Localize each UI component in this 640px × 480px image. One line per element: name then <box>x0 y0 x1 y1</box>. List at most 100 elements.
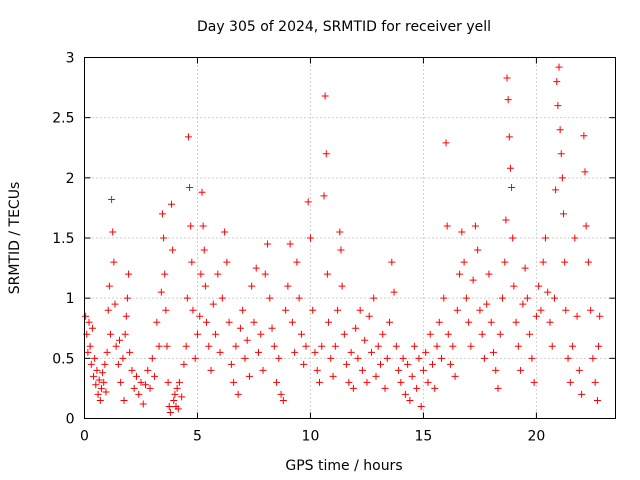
data-point <box>313 366 321 374</box>
data-point <box>291 348 299 356</box>
data-point <box>340 330 348 338</box>
data-point <box>467 342 475 350</box>
data-point <box>406 396 414 404</box>
y-tick-label: 1 <box>66 291 75 307</box>
data-point <box>596 312 604 320</box>
data-point <box>352 324 360 332</box>
data-point <box>248 282 256 290</box>
data-point <box>413 384 421 392</box>
data-point <box>162 306 170 314</box>
chart-title: Day 305 of 2024, SRMTID for receiver yel… <box>197 19 491 35</box>
x-tick-label: 0 <box>80 429 89 445</box>
data-point <box>465 318 473 326</box>
data-point <box>100 378 108 386</box>
data-point <box>555 63 563 71</box>
data-point <box>279 396 287 404</box>
data-point <box>254 348 262 356</box>
data-point <box>541 234 549 242</box>
data-point <box>552 186 560 194</box>
data-point <box>553 78 561 86</box>
data-point <box>122 312 130 320</box>
data-point <box>221 228 229 236</box>
grid <box>84 57 616 419</box>
data-point <box>175 378 183 386</box>
y-tick-label: 2 <box>66 171 75 187</box>
data-point <box>286 240 294 248</box>
data-point <box>548 342 556 350</box>
x-tick-label: 20 <box>528 429 546 445</box>
data-point <box>591 378 599 386</box>
data-point <box>397 378 405 386</box>
data-point <box>144 366 152 374</box>
data-point <box>120 396 128 404</box>
y-tick-label: 2.5 <box>52 111 74 127</box>
data-point <box>584 258 592 266</box>
data-point <box>356 306 364 314</box>
data-point <box>234 390 242 398</box>
data-point <box>374 342 382 350</box>
data-point <box>128 366 136 374</box>
data-point <box>415 354 423 362</box>
data-point <box>392 342 400 350</box>
data-point <box>331 342 339 350</box>
data-point <box>245 372 253 380</box>
data-point <box>343 360 351 368</box>
data-point <box>419 366 427 374</box>
data-point <box>506 164 514 172</box>
data-point <box>478 330 486 338</box>
data-point <box>106 330 114 338</box>
data-point <box>417 402 425 410</box>
data-point <box>236 324 244 332</box>
data-point <box>442 139 450 147</box>
data-point <box>349 384 357 392</box>
data-point <box>139 400 147 408</box>
data-point <box>322 150 330 158</box>
data-point <box>191 354 199 362</box>
data-point <box>462 294 470 302</box>
data-point <box>587 306 595 314</box>
data-point <box>383 354 391 362</box>
data-point <box>201 282 209 290</box>
data-point <box>270 342 278 350</box>
data-point <box>268 324 276 332</box>
data-point <box>209 300 217 308</box>
data-point <box>433 342 441 350</box>
data-point <box>293 258 301 266</box>
data-point <box>193 330 201 338</box>
data-point <box>422 348 430 356</box>
data-point <box>170 396 178 404</box>
data-point <box>532 312 540 320</box>
data-point <box>205 342 213 350</box>
data-point <box>250 318 258 326</box>
data-point <box>438 354 446 362</box>
data-point <box>487 318 495 326</box>
data-point <box>443 222 451 230</box>
data-point <box>160 234 168 242</box>
data-point <box>404 360 412 368</box>
data-point <box>447 360 455 368</box>
data-point <box>460 258 468 266</box>
data-point <box>589 354 597 362</box>
data-point <box>581 168 589 176</box>
data-point <box>575 366 583 374</box>
data-point <box>512 318 520 326</box>
data-point <box>169 246 177 254</box>
data-point <box>171 390 179 398</box>
data-point <box>119 354 127 362</box>
data-point <box>103 348 111 356</box>
data-point <box>544 288 552 296</box>
data-point <box>167 200 175 208</box>
data-point <box>345 378 353 386</box>
data-point <box>116 336 124 344</box>
data-point <box>509 234 517 242</box>
data-point <box>223 258 231 266</box>
data-point <box>336 228 344 236</box>
data-point <box>504 96 512 104</box>
data-point <box>480 354 488 362</box>
data-point <box>561 258 569 266</box>
data-point <box>508 183 516 191</box>
data-point <box>96 396 104 404</box>
data-point <box>110 258 118 266</box>
x-tick-label: 10 <box>302 429 320 445</box>
axis-ticks: 0 5 10 15 20 0 0.5 1 1.5 2 2.5 3 <box>52 51 616 445</box>
